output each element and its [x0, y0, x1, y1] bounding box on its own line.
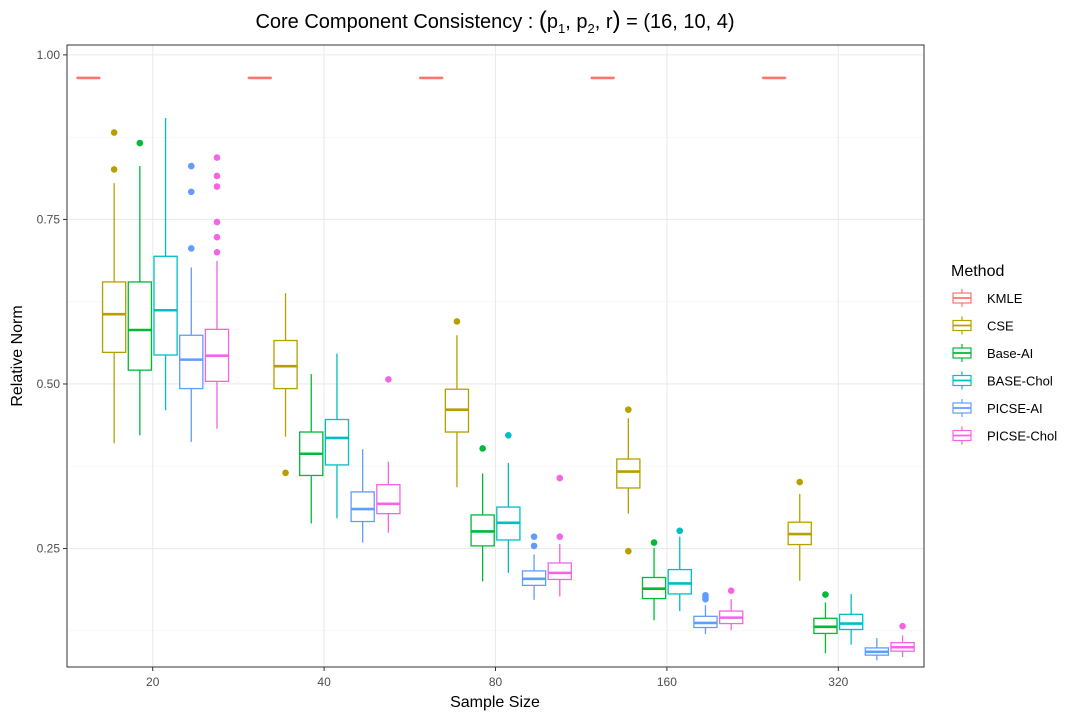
- x-tick-label: 320: [828, 675, 848, 689]
- box-body: [376, 484, 401, 515]
- box-base-chol-40: [324, 353, 350, 519]
- box-body: [547, 562, 572, 581]
- box-base-ai-20: [127, 139, 153, 436]
- legend-label: KMLE: [987, 291, 1023, 306]
- x-tick-label: 80: [489, 675, 503, 689]
- outlier-point: [556, 474, 564, 482]
- box-cse-40: [273, 293, 298, 477]
- outlier-point: [530, 542, 538, 550]
- y-axis: 0.25 0.50 0.75 1.00: [37, 48, 67, 556]
- legend-label: PICSE-Chol: [987, 429, 1057, 444]
- box-base-chol-20: [153, 118, 178, 411]
- outlier-point: [505, 432, 512, 439]
- legend-label: Base-AI: [987, 346, 1033, 361]
- outlier-point: [213, 172, 221, 180]
- box-body: [324, 418, 350, 466]
- outlier-point: [213, 218, 221, 226]
- legend-item-picse-chol: PICSE-Chol: [951, 425, 1057, 446]
- box-base-ai-40: [299, 374, 324, 524]
- legend-item-picse-ai: PICSE-AI: [951, 398, 1043, 418]
- outlier-point: [110, 166, 118, 173]
- outlier-point: [625, 406, 632, 413]
- box-body: [350, 491, 375, 523]
- box-body: [101, 281, 127, 354]
- box-body: [273, 339, 298, 390]
- box-base-chol-160: [667, 527, 692, 612]
- box-body: [127, 281, 153, 371]
- outlier-point: [625, 547, 632, 555]
- legend-label: PICSE-AI: [987, 401, 1043, 416]
- outlier-point: [650, 539, 658, 546]
- legend-label: BASE-Chol: [987, 374, 1053, 389]
- outlier-point: [136, 139, 144, 147]
- x-axis-title: Sample Size: [450, 694, 540, 711]
- legend-item-base-ai: Base-AI: [951, 343, 1033, 363]
- outlier-point: [213, 249, 221, 256]
- box-body: [667, 568, 692, 595]
- box-body: [153, 255, 178, 356]
- x-tick-label: 20: [146, 675, 160, 689]
- x-tick-label: 40: [317, 675, 331, 689]
- legend-item-base-chol: BASE-Chol: [951, 370, 1053, 391]
- box-cse-80: [444, 318, 470, 488]
- box-picse-chol-40: [376, 376, 401, 533]
- y-tick-label: 0.75: [37, 212, 61, 226]
- outlier-point: [727, 587, 735, 594]
- outlier-point: [822, 591, 829, 598]
- outlier-point: [213, 183, 221, 190]
- outlier-point: [213, 233, 221, 241]
- legend: Method KMLE CSE Base-AI BASE-Chol PICSE-AI PI…: [951, 263, 1057, 446]
- outlier-point: [282, 469, 289, 477]
- box-picse-chol-80: [547, 474, 572, 597]
- box-picse-chol-320: [890, 622, 915, 658]
- outlier-point: [899, 622, 906, 630]
- major-gridlines: [67, 45, 924, 667]
- box-base-chol-320: [838, 593, 864, 645]
- outlier-point: [796, 478, 804, 486]
- box-picse-ai-20: [179, 162, 204, 442]
- box-base-ai-80: [470, 445, 495, 582]
- boxplot-marks: [76, 76, 915, 661]
- outlier-point: [385, 376, 392, 383]
- y-tick-label: 0.50: [37, 377, 61, 391]
- box-picse-ai-40: [350, 449, 375, 543]
- legend-item-cse: CSE: [951, 315, 1014, 336]
- outlier-point: [453, 318, 461, 325]
- box-cse-20: [101, 129, 127, 444]
- y-tick-label: 0.25: [37, 542, 61, 556]
- y-tick-label: 1.00: [37, 48, 61, 62]
- box-cse-320: [787, 478, 812, 581]
- box-base-ai-160: [641, 539, 667, 621]
- outlier-point: [110, 129, 118, 136]
- outlier-point: [479, 445, 486, 452]
- outlier-point: [676, 527, 684, 535]
- outlier-point: [187, 162, 195, 170]
- outlier-point: [213, 154, 221, 161]
- box-body: [838, 613, 864, 631]
- chart-title: Core Component Consistency : (p1, p2, r)…: [255, 7, 734, 36]
- x-tick-label: 160: [657, 675, 677, 689]
- box-picse-chol-20: [204, 154, 230, 429]
- y-axis-title: Relative Norm: [9, 305, 26, 406]
- box-picse-chol-160: [718, 587, 744, 631]
- box-base-chol-80: [496, 432, 521, 573]
- outlier-point: [187, 188, 195, 196]
- legend-title: Method: [951, 263, 1004, 280]
- outlier-point: [556, 533, 564, 540]
- box-picse-ai-160: [693, 591, 718, 635]
- outlier-point: [702, 591, 709, 599]
- outlier-point: [530, 533, 538, 540]
- plot-panel: [66, 44, 925, 668]
- box-picse-ai-80: [521, 533, 547, 600]
- box-cse-160: [616, 406, 641, 555]
- box-base-ai-320: [813, 591, 838, 654]
- legend-item-kmle: KMLE: [951, 288, 1023, 308]
- box-picse-ai-320: [864, 638, 890, 661]
- outlier-point: [187, 245, 195, 252]
- x-axis: 20 40 80 160 320: [146, 667, 849, 689]
- box-body: [179, 334, 204, 390]
- legend-label: CSE: [987, 319, 1014, 334]
- box-body: [616, 458, 641, 489]
